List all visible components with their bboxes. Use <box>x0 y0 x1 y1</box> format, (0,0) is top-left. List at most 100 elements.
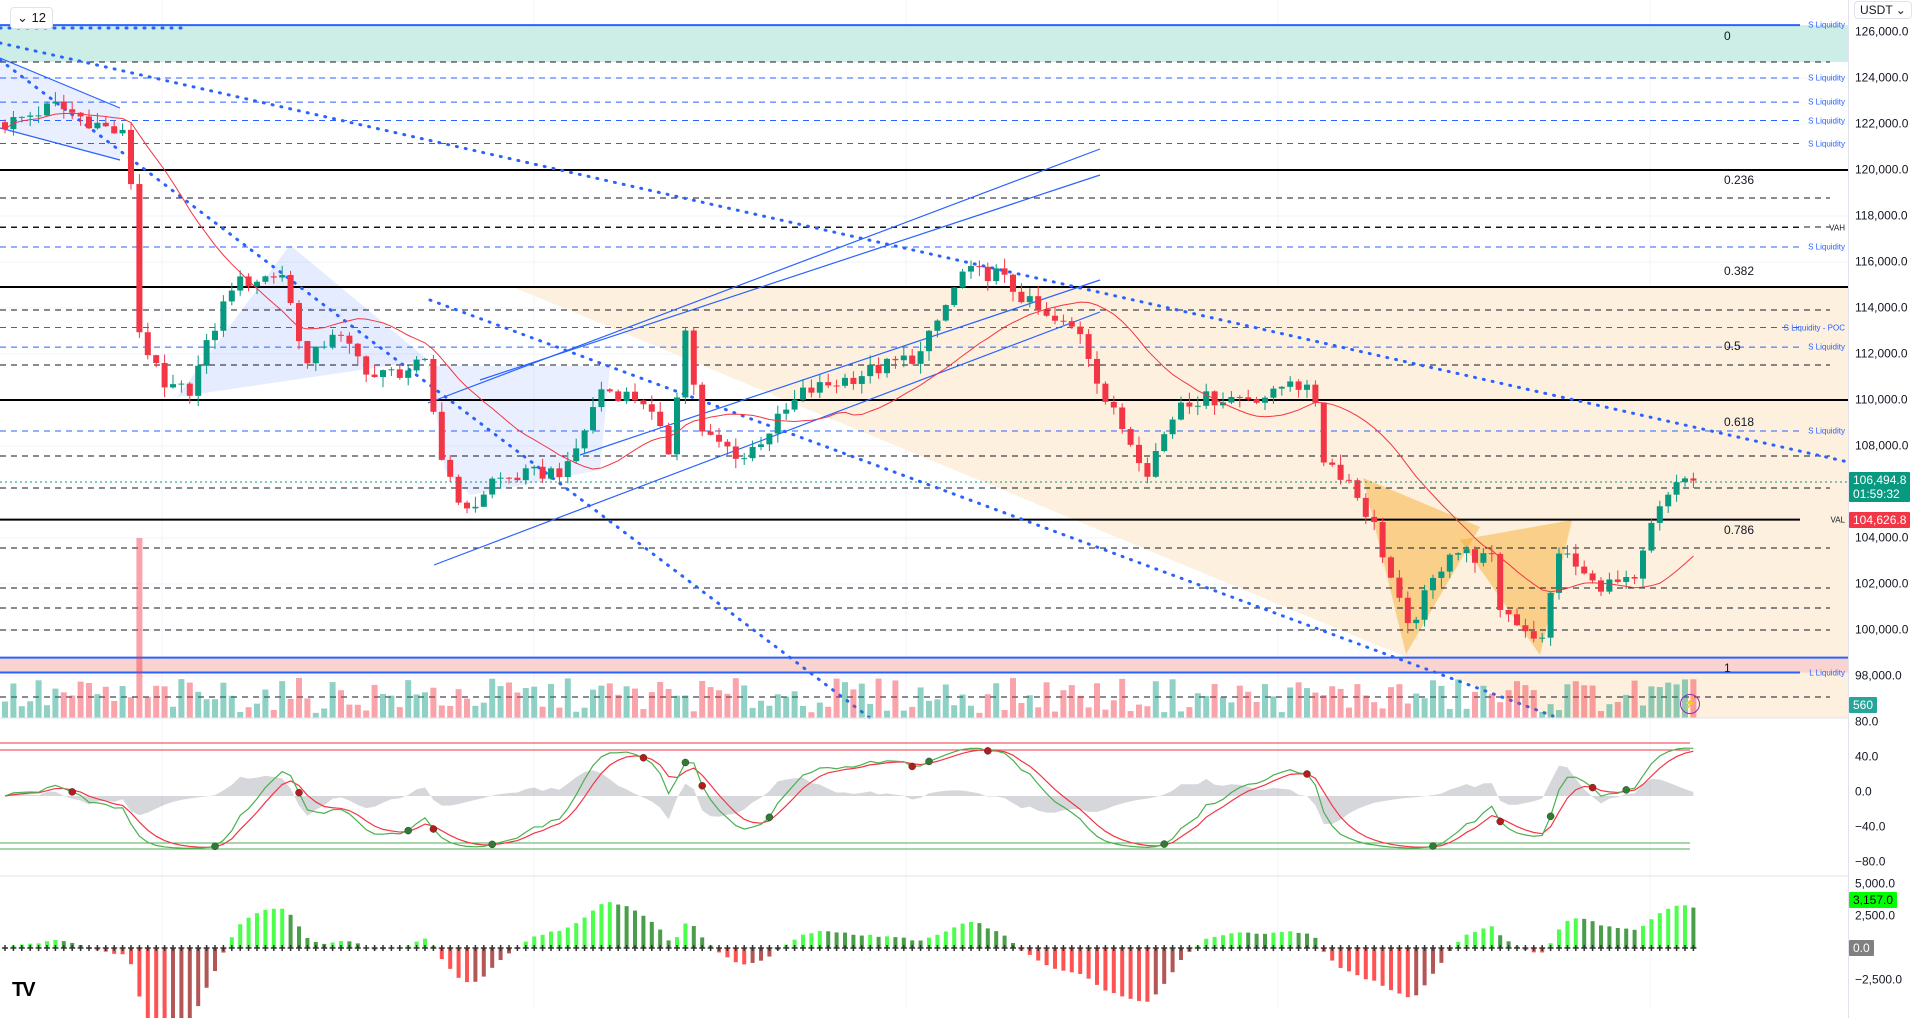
histogram-bar <box>927 937 931 948</box>
candle <box>758 436 764 451</box>
volume-bar <box>1656 687 1663 718</box>
candle <box>1379 517 1386 564</box>
zero-cross-marker <box>1295 945 1302 951</box>
volume-bar <box>1178 711 1184 718</box>
candle-body <box>1648 522 1655 551</box>
zero-cross-marker <box>506 945 512 951</box>
histogram-bar <box>229 937 234 948</box>
candle <box>413 356 420 373</box>
volume-bar <box>942 684 949 718</box>
zero-cross-marker <box>27 945 34 951</box>
volume-bar <box>1648 686 1655 718</box>
volume-bar <box>556 707 563 718</box>
candle <box>699 382 706 437</box>
volume-bar <box>270 710 277 718</box>
candle <box>1396 570 1403 602</box>
zero-cross-marker <box>422 945 428 951</box>
zero-cross-marker <box>1001 945 1008 951</box>
zero-cross-marker <box>959 945 966 951</box>
chart-canvas[interactable] <box>0 0 1848 1018</box>
candle <box>35 106 42 123</box>
volume-bar <box>10 683 17 718</box>
histogram-bar <box>1607 926 1612 948</box>
zero-cross-marker <box>1035 945 1042 951</box>
candle <box>1094 351 1100 394</box>
volume-bar <box>690 711 697 718</box>
zero-cross-marker <box>464 945 470 951</box>
candle-body <box>926 330 932 352</box>
price-tick: 102,000.0 <box>1855 576 1909 591</box>
price-tick: 100,000.0 <box>1855 622 1909 637</box>
zero-cross-marker <box>741 945 748 951</box>
candle <box>632 383 638 404</box>
zero-cross-marker <box>1648 945 1655 951</box>
candle <box>648 395 655 420</box>
zero-cross-marker <box>136 945 143 951</box>
zero-cross-marker <box>548 945 554 951</box>
candle-body <box>1211 391 1218 406</box>
volume-bar <box>976 712 983 718</box>
histogram-bar <box>1397 948 1402 994</box>
histogram-bar <box>1212 936 1217 948</box>
volume-bar <box>1270 696 1277 718</box>
zero-cross-marker <box>1690 945 1697 951</box>
price-tick: 126,000.0 <box>1855 24 1909 39</box>
oscillator-diff-area <box>0 765 1694 825</box>
candle <box>674 392 680 461</box>
candle <box>1480 548 1487 567</box>
candle <box>959 268 966 289</box>
interval-dropdown[interactable]: ⌄ 12 <box>10 7 53 29</box>
zero-cross-marker <box>1337 945 1344 951</box>
lightning-icon[interactable]: ⚡ <box>1680 694 1700 714</box>
tradingview-logo[interactable]: TV <box>12 979 36 1001</box>
zero-cross-marker <box>178 945 185 951</box>
cross-dot <box>984 747 992 755</box>
candle-body <box>1430 577 1436 591</box>
histogram-bar <box>196 948 201 1007</box>
channel-mid <box>479 174 1101 381</box>
candle-body <box>867 364 874 377</box>
volume-bar <box>598 685 605 718</box>
candle-body <box>657 411 664 427</box>
candle <box>590 397 596 434</box>
volume-bar <box>1455 679 1462 718</box>
candle <box>1690 472 1697 488</box>
volume-bar <box>699 681 706 718</box>
zero-cross-marker <box>1018 945 1025 951</box>
volume-bar <box>1631 680 1638 718</box>
volume-bar <box>480 702 487 718</box>
candle <box>296 300 302 350</box>
candle-body <box>632 391 638 401</box>
zero-cross-marker <box>716 945 722 951</box>
zero-cross-marker <box>842 945 848 951</box>
candle-body <box>606 389 613 392</box>
histogram-bar <box>246 917 251 948</box>
candle-body <box>1640 550 1646 579</box>
histogram-bar <box>61 941 66 948</box>
volume-bar <box>254 703 260 718</box>
candle-body <box>35 115 42 117</box>
volume-bar <box>1253 702 1260 718</box>
histogram-bar <box>817 931 822 948</box>
zero-cross-marker <box>539 945 546 951</box>
candle-body <box>951 287 958 306</box>
candle <box>430 354 437 415</box>
histogram-bar <box>574 923 579 948</box>
histogram-bar <box>725 948 730 958</box>
price-axis[interactable]: USDT ⌄ 126,000.0 124,000.0 122,000.0 120,00… <box>1848 0 1917 1018</box>
candle <box>665 422 672 455</box>
currency-dropdown[interactable]: USDT ⌄ <box>1854 1 1912 19</box>
volume-bar <box>1068 685 1075 718</box>
zero-cross-marker <box>447 945 454 951</box>
channel-line <box>0 127 121 161</box>
histogram-bar <box>1254 933 1259 948</box>
candle-body <box>1270 388 1277 398</box>
zero-cross-marker <box>363 945 370 951</box>
volume-bar <box>86 683 92 718</box>
volume-bar <box>287 698 294 718</box>
volume-bar <box>1606 704 1613 718</box>
histogram-bar <box>1095 948 1099 985</box>
candle <box>1161 431 1168 453</box>
candle <box>909 348 916 365</box>
histogram-bar <box>1061 948 1066 971</box>
